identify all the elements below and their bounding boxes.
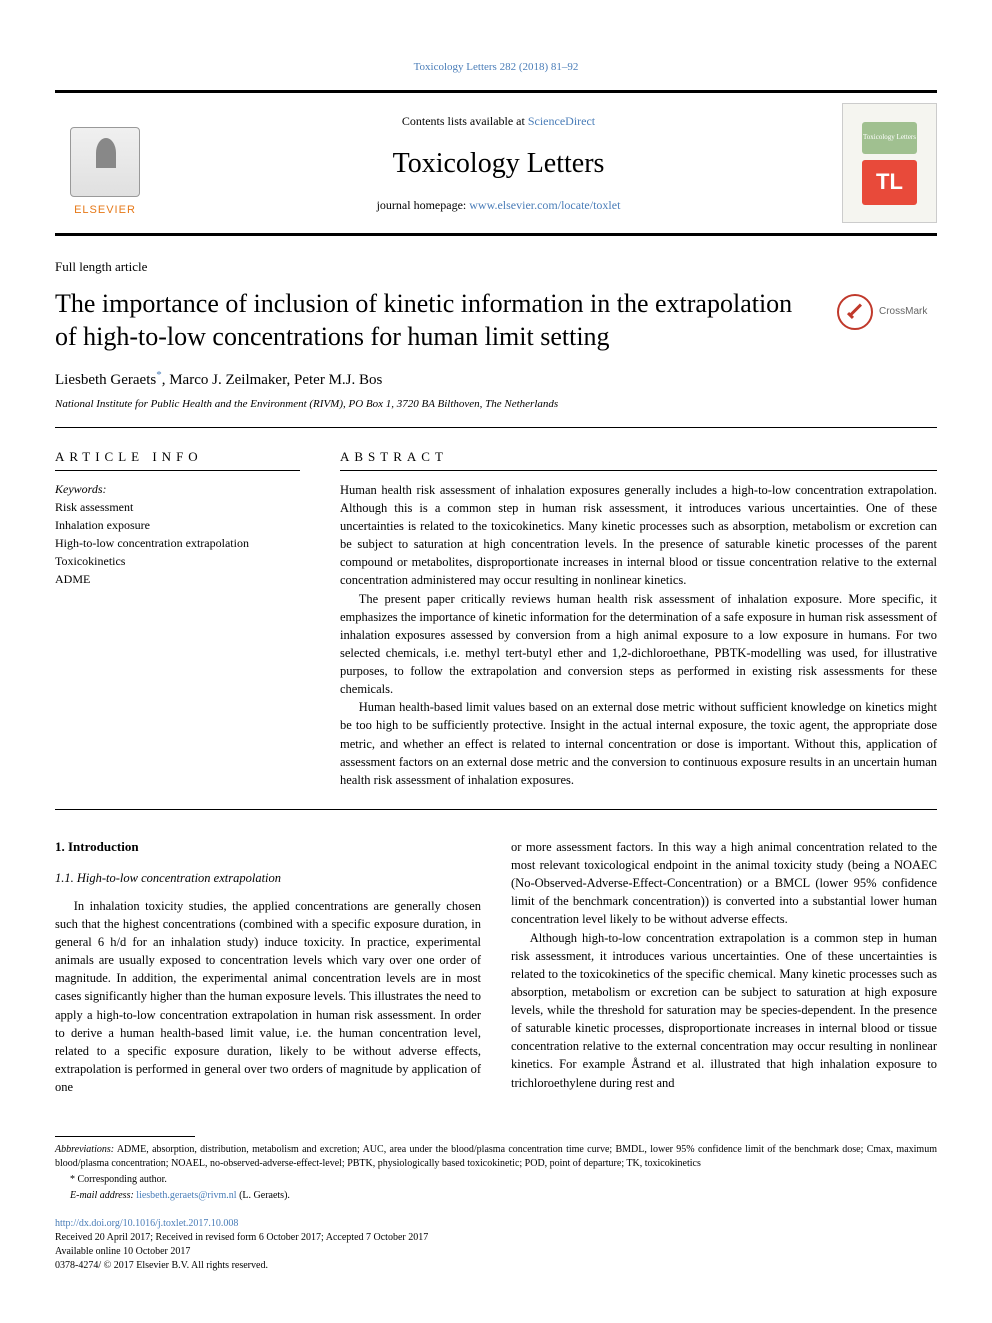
online-date: Available online 10 October 2017 <box>55 1245 428 1259</box>
article-title: The importance of inclusion of kinetic i… <box>55 287 817 355</box>
article-type: Full length article <box>55 258 937 276</box>
elsevier-label: ELSEVIER <box>74 203 136 218</box>
badge-title: Toxicology Letters <box>862 122 917 154</box>
keyword: High-to-low concentration extrapolation <box>55 534 300 552</box>
divider <box>55 809 937 810</box>
sciencedirect-link[interactable]: ScienceDirect <box>528 114 595 128</box>
elsevier-tree-icon <box>70 127 140 197</box>
article-info-head: ARTICLE INFO <box>55 448 300 466</box>
header-citation: Toxicology Letters 282 (2018) 81–92 <box>55 60 937 75</box>
homepage-prefix: journal homepage: <box>377 198 470 212</box>
author-2[interactable]: Marco J. Zeilmaker <box>169 372 286 388</box>
crossmark-label: CrossMark <box>879 305 927 319</box>
corr-footnote-text: Corresponding author. <box>75 1174 167 1185</box>
footer: http://dx.doi.org/10.1016/j.toxlet.2017.… <box>55 1217 937 1273</box>
article-info-panel: ARTICLE INFO Keywords: Risk assessment I… <box>55 448 300 789</box>
masthead-center: Contents lists available at ScienceDirec… <box>155 113 842 214</box>
footnotes: Abbreviations: ADME, absorption, distrib… <box>55 1143 937 1203</box>
crossmark-icon <box>837 294 873 330</box>
email-link[interactable]: liesbeth.geraets@rivm.nl <box>136 1190 236 1201</box>
copyright: 0378-4274/ © 2017 Elsevier B.V. All righ… <box>55 1259 428 1273</box>
footnote-divider <box>55 1136 195 1137</box>
author-list: Liesbeth Geraets*, Marco J. Zeilmaker, P… <box>55 368 937 391</box>
keyword: Inhalation exposure <box>55 516 300 534</box>
abstract-head: ABSTRACT <box>340 448 937 466</box>
abstract-divider <box>340 470 937 471</box>
abstract-p3: Human health-based limit values based on… <box>340 698 937 789</box>
masthead: ELSEVIER Contents lists available at Sci… <box>55 90 937 236</box>
abstract-text: Human health risk assessment of inhalati… <box>340 481 937 789</box>
divider <box>55 427 937 428</box>
info-divider <box>55 470 300 471</box>
homepage-link[interactable]: www.elsevier.com/locate/toxlet <box>469 198 620 212</box>
contents-prefix: Contents lists available at <box>402 114 528 128</box>
section-heading-1-1: 1.1. High-to-low concentration extrapola… <box>55 869 481 887</box>
badge-tl-icon: TL <box>862 160 917 205</box>
email-label: E-mail address: <box>70 1190 136 1201</box>
body-text: 1. Introduction 1.1. High-to-low concent… <box>55 838 937 1096</box>
abstract-p1: Human health risk assessment of inhalati… <box>340 481 937 590</box>
keyword: Risk assessment <box>55 498 300 516</box>
journal-cover-badge[interactable]: Toxicology Letters TL <box>842 103 937 223</box>
abstract-p2: The present paper critically reviews hum… <box>340 590 937 699</box>
elsevier-logo[interactable]: ELSEVIER <box>55 108 155 218</box>
abstract-panel: ABSTRACT Human health risk assessment of… <box>340 448 937 789</box>
keywords-label: Keywords: <box>55 481 300 498</box>
doi-link[interactable]: http://dx.doi.org/10.1016/j.toxlet.2017.… <box>55 1217 428 1231</box>
email-suffix: (L. Geraets). <box>237 1190 290 1201</box>
body-p3: Although high-to-low concentration extra… <box>511 929 937 1092</box>
keyword: Toxicokinetics <box>55 552 300 570</box>
body-p2: or more assessment factors. In this way … <box>511 838 937 929</box>
abbrev-text: ADME, absorption, distribution, metaboli… <box>55 1144 937 1169</box>
journal-title: Toxicology Letters <box>175 144 822 183</box>
crossmark-badge[interactable]: CrossMark <box>837 287 937 337</box>
keyword: ADME <box>55 570 300 588</box>
section-heading-1: 1. Introduction <box>55 838 481 857</box>
received-dates: Received 20 April 2017; Received in revi… <box>55 1231 428 1245</box>
corresponding-mark[interactable]: * <box>156 369 162 381</box>
abbrev-label: Abbreviations: <box>55 1144 114 1155</box>
author-3[interactable]: Peter M.J. Bos <box>294 372 382 388</box>
author-1[interactable]: Liesbeth Geraets <box>55 372 156 388</box>
affiliation: National Institute for Public Health and… <box>55 397 937 412</box>
body-p1: In inhalation toxicity studies, the appl… <box>55 897 481 1096</box>
